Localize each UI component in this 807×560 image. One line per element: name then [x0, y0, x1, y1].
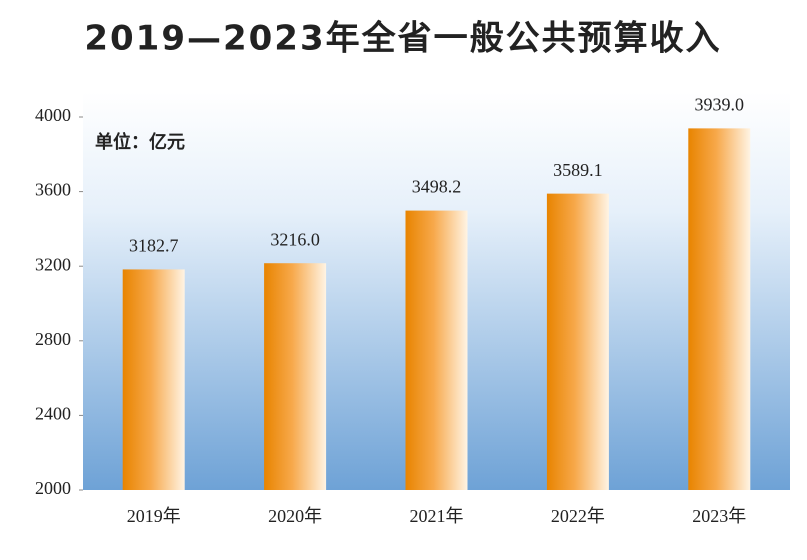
chart-title: 2019—2023年全省一般公共预算收入: [84, 19, 721, 59]
x-tick-label: 2020年: [268, 506, 322, 526]
value-label: 3589.1: [553, 160, 603, 180]
y-tick-label: 3600: [35, 180, 71, 200]
value-label: 3216.0: [270, 229, 320, 249]
bar: [688, 128, 751, 490]
value-label: 3182.7: [129, 236, 179, 256]
bar: [264, 263, 327, 490]
x-tick-label: 2022年: [551, 506, 605, 526]
bar: [122, 269, 185, 490]
x-tick-label: 2021年: [410, 506, 464, 526]
y-tick-label: 2800: [35, 329, 71, 349]
bar: [405, 210, 468, 490]
y-tick-label: 2000: [35, 478, 71, 498]
y-tick-label: 2400: [35, 404, 71, 424]
bar: [546, 193, 609, 490]
value-label: 3939.0: [695, 95, 745, 115]
y-tick-label: 3200: [35, 254, 71, 274]
x-tick-label: 2019年: [127, 506, 181, 526]
x-tick-label: 2023年: [692, 506, 746, 526]
value-label: 3498.2: [412, 177, 462, 197]
unit-label: 单位：亿元: [95, 131, 185, 153]
y-tick-label: 4000: [35, 105, 71, 125]
